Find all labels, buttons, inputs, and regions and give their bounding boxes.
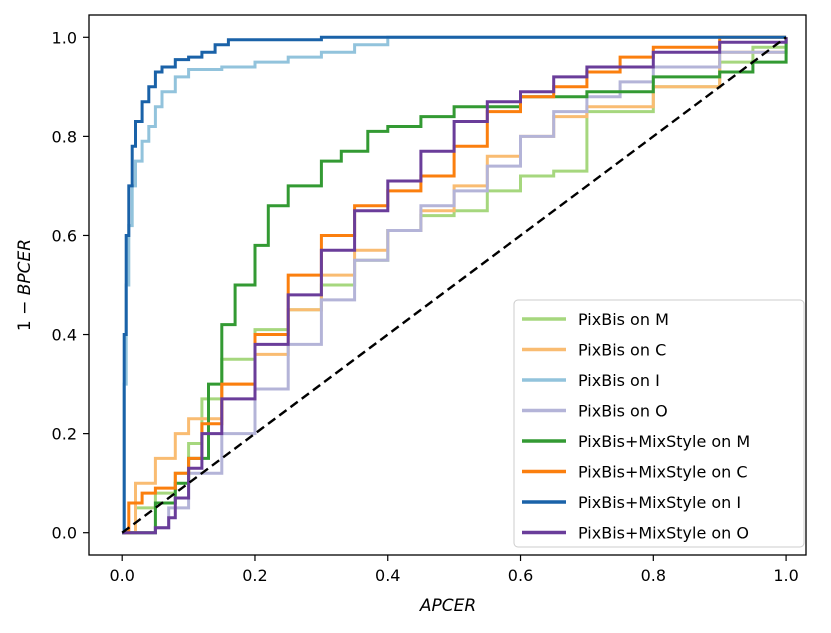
y-tick-label: 0.4 <box>52 326 77 345</box>
y-tick-label: 0.2 <box>52 425 77 444</box>
legend-label: PixBis on I <box>578 371 660 390</box>
legend-label: PixBis+MixStyle on O <box>578 524 749 543</box>
legend-label: PixBis on C <box>578 341 666 360</box>
legend-label: PixBis+MixStyle on I <box>578 493 741 512</box>
series-line-pixbis-mixstyle-on-i <box>122 35 787 535</box>
legend-box <box>513 299 805 548</box>
x-tick-label: 0.6 <box>508 566 533 585</box>
ticks-layer: 0.0 0.2 0.4 0.6 0.8 1.0 0.0 0.2 0.4 0.6 0.8 1.0 <box>52 28 799 585</box>
legend-label: PixBis+MixStyle on M <box>578 432 750 451</box>
legend-label: PixBis on O <box>578 402 668 421</box>
series-line-pixbis-on-o <box>122 37 788 535</box>
y-tick-label: 1.0 <box>52 28 77 47</box>
x-tick-label: 0.8 <box>641 566 666 585</box>
x-axis-label: APCER <box>419 596 476 616</box>
y-axis-label-prefix: 1 − <box>15 295 35 331</box>
x-tick-label: 0.0 <box>109 566 134 585</box>
chance-diagonal-line <box>121 36 787 534</box>
series-line-pixbis-mixstyle-on-m <box>122 37 788 535</box>
y-axis-label: 1 − BPCER <box>15 239 35 331</box>
legend: PixBis on M PixBis on C PixBis on I PixBis … <box>513 299 805 548</box>
y-tick-label: 0.8 <box>52 127 77 146</box>
y-tick-label: 0.0 <box>52 524 77 543</box>
x-tick-label: 0.4 <box>375 566 400 585</box>
x-tick-label: 1.0 <box>773 566 798 585</box>
legend-label: PixBis+MixStyle on C <box>578 463 748 482</box>
series-layer <box>122 35 788 535</box>
x-tick-label: 0.2 <box>242 566 267 585</box>
y-axis-label-italic: BPCER <box>15 239 35 295</box>
legend-label: PixBis on M <box>578 310 669 329</box>
plot-frame <box>88 14 807 556</box>
y-tick-label: 0.6 <box>52 226 77 245</box>
series-line-pixbis-mixstyle-on-o <box>122 37 788 535</box>
